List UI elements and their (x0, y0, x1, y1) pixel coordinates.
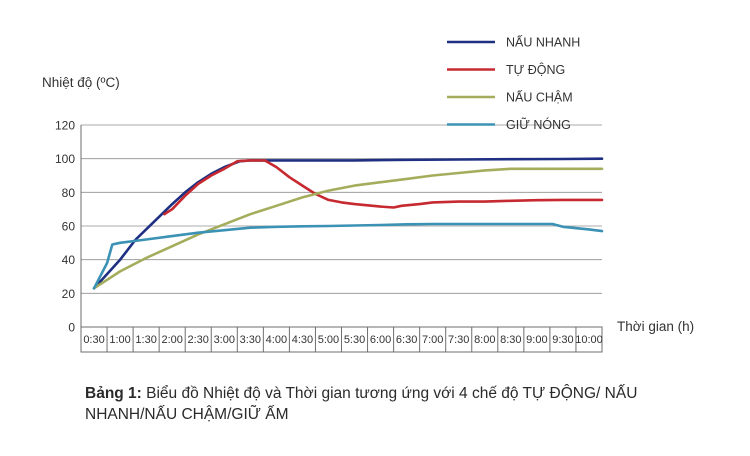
x-tick-label: 0:30 (83, 334, 104, 346)
legend: NẤU NHANH TỰ ĐỘNG NẤU CHẬM GIỮ NÓNG (447, 35, 580, 132)
y-tick-label: 0 (68, 321, 75, 335)
caption-label: Bảng 1: (85, 385, 142, 402)
chart-caption: Bảng 1: Biểu đồ Nhiệt độ và Thời gian tư… (85, 383, 645, 425)
series-line (92, 157, 604, 290)
y-tick-label: 40 (62, 253, 76, 267)
x-tick-label: 9:30 (552, 334, 573, 346)
x-tick-label: 4:00 (266, 334, 287, 346)
x-tick-label: 7:00 (422, 334, 443, 346)
legend-label: NẤU CHẬM (506, 90, 573, 105)
x-axis-label: Thời gian (h) (617, 319, 694, 334)
x-tick-label: 1:30 (135, 334, 156, 346)
series-line (163, 159, 604, 216)
grid-lines (81, 124, 602, 294)
series-line (92, 222, 604, 290)
series-line (92, 167, 604, 290)
x-tick-label: 9:00 (526, 334, 547, 346)
legend-label: GIỮ NÓNG (506, 117, 571, 132)
x-tick-label: 6:30 (396, 334, 417, 346)
caption-text: Biểu đồ Nhiệt độ và Thời gian tương ứng … (85, 385, 638, 423)
axes: 0 20 40 60 80 100 120 0:30 1:00 1:30 2:00 2:30 3:00 3… (55, 119, 603, 353)
x-tick-label: 1:00 (109, 334, 130, 346)
x-tick-label: 3:30 (240, 334, 261, 346)
series-lines (92, 157, 604, 290)
y-tick-label: 60 (62, 220, 76, 234)
y-axis-label: Nhiệt độ (ºC) (42, 75, 120, 90)
x-tick-label: 8:30 (500, 334, 521, 346)
x-tick-label: 10:00 (575, 334, 603, 346)
legend-label: NẤU NHANH (506, 35, 580, 50)
x-tick-label: 2:30 (188, 334, 209, 346)
x-tick-label: 7:30 (448, 334, 469, 346)
x-tick-label: 8:00 (474, 334, 495, 346)
y-tick-label: 20 (62, 287, 76, 301)
x-tick-label: 4:30 (292, 334, 313, 346)
y-tick-label: 120 (55, 119, 75, 133)
y-tick-label: 80 (62, 186, 76, 200)
x-tick-label: 5:00 (318, 334, 339, 346)
x-tick-label: 5:30 (344, 334, 365, 346)
legend-label: TỰ ĐỘNG (506, 62, 565, 77)
temperature-time-chart: 0 20 40 60 80 100 120 0:30 1:00 1:30 2:00 2:30 3:00 3… (42, 35, 694, 353)
x-tick-label: 2:00 (161, 334, 182, 346)
x-tick-label: 6:00 (370, 334, 391, 346)
x-tick-label: 3:00 (214, 334, 235, 346)
y-tick-label: 100 (55, 152, 75, 166)
